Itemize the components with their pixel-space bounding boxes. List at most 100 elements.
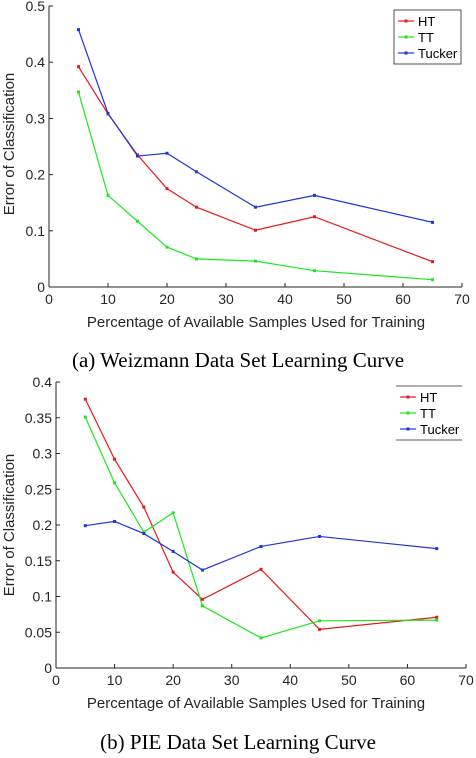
y-tick-label: 0.05 bbox=[25, 624, 52, 640]
data-point-ht bbox=[435, 615, 439, 619]
series-line-tucker bbox=[85, 520, 437, 571]
chart-weizmann: 0 10 20 30 40 50 60 70 0 0.1 0.2 0.3 0.4 0.5 Error of… bbox=[1, 0, 470, 372]
data-point-tucker bbox=[77, 28, 80, 32]
legend-marker-tt bbox=[404, 35, 408, 39]
data-point-tt bbox=[435, 618, 439, 622]
legend-label-ht: HT bbox=[420, 390, 437, 405]
legend-marker-tucker bbox=[406, 427, 410, 431]
data-point-ht bbox=[259, 567, 263, 571]
data-point-tucker bbox=[165, 151, 169, 155]
data-point-tucker bbox=[318, 534, 322, 538]
y-tick-label: 0.25 bbox=[25, 481, 52, 497]
data-point-ht bbox=[142, 505, 146, 509]
data-point-tt bbox=[113, 481, 117, 485]
data-point-tucker bbox=[113, 519, 117, 523]
x-tick-label: 20 bbox=[165, 672, 181, 688]
y-tick-label: 0.2 bbox=[33, 517, 53, 533]
x-tick-label: 40 bbox=[282, 672, 298, 688]
data-point-tt bbox=[313, 269, 316, 273]
legend-box bbox=[393, 9, 462, 65]
legend-marker-ht bbox=[404, 19, 408, 23]
data-point-tucker bbox=[142, 532, 146, 536]
series-line-tt bbox=[84, 416, 437, 639]
y-axis-label: Error of Classification bbox=[1, 73, 18, 216]
x-axis-label: Percentage of Available Samples Used for… bbox=[87, 695, 425, 712]
data-point-tucker bbox=[254, 205, 257, 209]
data-point-tucker bbox=[259, 544, 263, 548]
x-tick-label: 70 bbox=[458, 672, 474, 688]
y-tick-label: 0.3 bbox=[33, 446, 53, 462]
x-tick-label: 0 bbox=[45, 291, 53, 307]
x-tick-label: 30 bbox=[224, 672, 240, 688]
x-tick-label: 40 bbox=[277, 291, 293, 307]
data-point-tucker bbox=[106, 111, 110, 115]
data-point-tt bbox=[200, 604, 204, 608]
y-tick-label: 0.1 bbox=[26, 223, 46, 239]
data-point-ht bbox=[318, 627, 322, 631]
y-axis-label: Error of Classification bbox=[1, 454, 18, 597]
data-point-tt bbox=[259, 636, 263, 640]
data-point-ht bbox=[431, 260, 434, 264]
series-line-ht bbox=[84, 398, 437, 631]
data-point-tt bbox=[77, 90, 80, 94]
y-tick-label: 0.35 bbox=[25, 410, 52, 426]
data-point-tt bbox=[171, 511, 175, 515]
legend-label-tucker: Tucker bbox=[420, 422, 460, 437]
x-tick-label: 10 bbox=[100, 291, 116, 307]
data-point-tt bbox=[318, 619, 322, 623]
data-point-tt bbox=[254, 259, 257, 263]
y-tick-label: 0 bbox=[44, 660, 52, 676]
y-tick-label: 0.1 bbox=[33, 589, 53, 605]
x-tick-label: 0 bbox=[52, 672, 60, 688]
data-point-tucker bbox=[171, 549, 175, 553]
x-tick-label: 70 bbox=[454, 291, 470, 307]
series-line-tucker bbox=[77, 29, 433, 223]
y-tick-label: 0.3 bbox=[26, 110, 46, 126]
x-tick-label: 60 bbox=[400, 672, 416, 688]
legend-marker-tt bbox=[406, 411, 410, 415]
data-point-tt bbox=[106, 193, 110, 197]
data-point-tucker bbox=[195, 170, 198, 174]
data-point-tucker bbox=[431, 220, 434, 224]
data-point-ht bbox=[313, 215, 316, 219]
data-point-tt bbox=[165, 245, 169, 249]
caption: (b) PIE Data Set Learning Curve bbox=[100, 730, 376, 754]
x-tick-label: 20 bbox=[159, 291, 175, 307]
legend-label-tt: TT bbox=[420, 406, 436, 421]
x-axis-label: Percentage of Available Samples Used for… bbox=[87, 314, 425, 331]
y-tick-label: 0.15 bbox=[25, 553, 52, 569]
legend-label-tt: TT bbox=[418, 30, 434, 45]
data-point-tt bbox=[431, 278, 434, 282]
x-tick-label: 30 bbox=[218, 291, 234, 307]
x-tick-label: 50 bbox=[336, 291, 352, 307]
x-tick-label: 10 bbox=[107, 672, 123, 688]
data-point-tucker bbox=[313, 193, 316, 197]
legend-label-ht: HT bbox=[418, 14, 435, 29]
y-tick-label: 0.2 bbox=[26, 167, 46, 183]
data-point-ht bbox=[165, 187, 169, 191]
data-point-ht bbox=[200, 597, 204, 601]
data-point-tucker bbox=[136, 154, 139, 158]
chart-pie: 0 10 20 30 40 50 60 70 0 0.05 0.1 0.15 0.2 0.25 0.3 0.3… bbox=[1, 374, 474, 754]
series-line-ht bbox=[77, 66, 433, 263]
legend-marker-tucker bbox=[404, 51, 408, 55]
data-point-tt bbox=[195, 257, 198, 261]
data-point-tucker bbox=[435, 547, 439, 551]
data-point-ht bbox=[195, 205, 198, 209]
y-tick-label: 0.4 bbox=[33, 374, 53, 390]
data-point-tt bbox=[136, 219, 139, 223]
data-point-ht bbox=[113, 457, 117, 461]
y-tick-label: 0.4 bbox=[26, 54, 46, 70]
data-point-tucker bbox=[83, 524, 87, 528]
series-line-tt bbox=[77, 91, 433, 281]
data-point-ht bbox=[83, 397, 87, 401]
legend-label-tucker: Tucker bbox=[418, 46, 458, 61]
x-tick-label: 60 bbox=[395, 291, 411, 307]
data-point-ht bbox=[77, 65, 80, 69]
y-tick-label: 0 bbox=[37, 279, 45, 295]
caption: (a) Weizmann Data Set Learning Curve bbox=[72, 348, 404, 372]
x-tick-label: 50 bbox=[341, 672, 357, 688]
